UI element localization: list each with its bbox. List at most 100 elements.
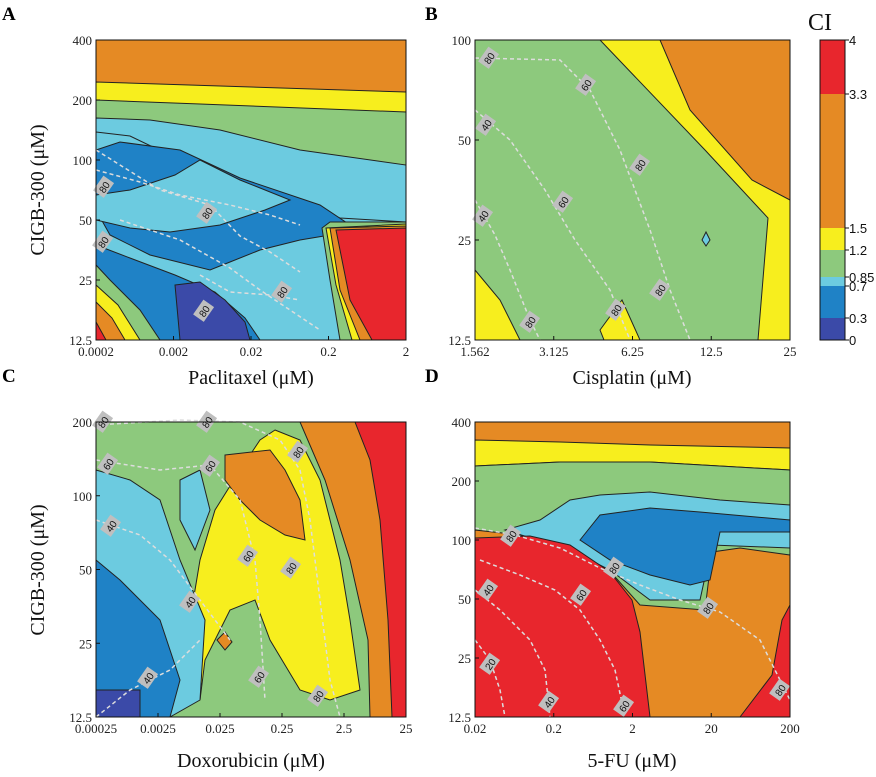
isobologram-label-bg bbox=[697, 596, 719, 619]
isobologram-line bbox=[95, 149, 301, 273]
colorbar-ticks: 4 3.3 1.5 1.2 0.850.7 0.3 0 bbox=[845, 33, 874, 348]
isobologram-label: 80 bbox=[769, 678, 791, 701]
colorbar-segment bbox=[820, 286, 845, 318]
panel-a-isobologram-lines bbox=[95, 149, 321, 331]
isobologram-label-bg bbox=[500, 524, 522, 547]
isobologram-label: 40 bbox=[472, 204, 494, 227]
panel-b-x-axis-label: Cisplatin (μM) bbox=[572, 367, 691, 389]
panel-c-x-axis-label: Doxorubicin (μM) bbox=[177, 750, 325, 772]
isobologram-label-bg bbox=[92, 230, 114, 253]
ci-region bbox=[189, 429, 361, 701]
y-tick-label: 400 bbox=[73, 33, 93, 48]
isobologram-label-bg bbox=[287, 440, 309, 463]
isobologram-label-bg bbox=[271, 280, 293, 303]
y-tick-label: 25 bbox=[79, 636, 92, 651]
isobologram-label: 40 bbox=[137, 666, 159, 689]
x-tick-label: 3.125 bbox=[539, 344, 568, 359]
y-tick-label: 25 bbox=[458, 651, 471, 666]
isobologram-label: 40 bbox=[477, 578, 499, 601]
panel-letter-c: C bbox=[2, 366, 16, 387]
ci-region bbox=[701, 230, 711, 247]
isobologram-label-bg bbox=[575, 73, 597, 96]
x-tick-label: 0.2 bbox=[320, 344, 336, 359]
isobologram-label: 60 bbox=[552, 190, 574, 213]
isobologram-label: 80 bbox=[603, 556, 625, 579]
y-tick-label: 12.5 bbox=[69, 333, 92, 348]
isobologram-line bbox=[199, 274, 301, 301]
panel-b-contours bbox=[474, 39, 791, 341]
isobologram-line bbox=[474, 589, 551, 718]
isobologram-label: 60 bbox=[237, 544, 259, 567]
y-tick-label: 50 bbox=[79, 213, 92, 228]
x-tick-label: 2 bbox=[403, 344, 410, 359]
colorbar-segment bbox=[820, 40, 845, 94]
isobologram-label: 80 bbox=[629, 153, 651, 176]
y-tick-label: 100 bbox=[73, 489, 93, 504]
isobologram-label: 60 bbox=[97, 452, 119, 475]
y-tick-label: 100 bbox=[452, 533, 472, 548]
x-tick-label: 0.002 bbox=[159, 344, 188, 359]
isobologram-label-bg bbox=[193, 299, 215, 322]
isobologram-label-bg bbox=[603, 556, 625, 579]
x-tick-label: 1.562 bbox=[460, 344, 489, 359]
y-tick-label: 12.5 bbox=[448, 333, 471, 348]
isobologram-label: 60 bbox=[199, 454, 221, 477]
panel-b-axes: 1.562 3.125 6.25 12.5 25 100 50 25 12.5 bbox=[448, 33, 796, 359]
isobologram-line bbox=[474, 109, 631, 341]
isobologram-label: 80 bbox=[697, 596, 719, 619]
y-tick-label: 25 bbox=[458, 233, 471, 248]
isobologram-line bbox=[95, 459, 266, 701]
x-tick-label: 0.0025 bbox=[140, 721, 176, 736]
panel-c-axes: 0.00025 0.0025 0.025 0.25 2.5 25 200 100 50 25 12.… bbox=[69, 415, 412, 736]
panel-d-isobologram-labels: 80 80 80 60 40 20 40 60 80 bbox=[477, 524, 791, 717]
isobologram-label: 80 bbox=[193, 299, 215, 322]
ci-region bbox=[579, 507, 791, 586]
x-tick-label: 0.2 bbox=[546, 721, 562, 736]
isobologram-label: 80 bbox=[287, 440, 309, 463]
y-tick-label: 12.5 bbox=[69, 710, 92, 725]
panel-letter-b: B bbox=[425, 4, 438, 25]
panel-c-y-axis-label: CIGB-300 (μM) bbox=[27, 504, 49, 635]
isobologram-label-bg bbox=[280, 556, 302, 579]
y-tick-label: 50 bbox=[458, 133, 471, 148]
isobologram-label-bg bbox=[477, 578, 499, 601]
isobologram-label-bg bbox=[472, 204, 494, 227]
isobologram-label: 60 bbox=[613, 694, 635, 717]
isobologram-line bbox=[474, 639, 506, 718]
ci-region bbox=[95, 689, 141, 718]
panel-letter-a: A bbox=[2, 4, 16, 25]
colorbar-tick-label: 1.2 bbox=[849, 243, 867, 258]
isobologram-label-bg bbox=[199, 454, 221, 477]
panel-a-y-axis-label: CIGB-300 (μM) bbox=[27, 124, 49, 255]
ci-region bbox=[179, 469, 211, 552]
isobologram-label-bg bbox=[605, 298, 627, 321]
panel-d-isobologram-lines bbox=[474, 527, 791, 718]
y-tick-label: 50 bbox=[458, 592, 471, 607]
panel-b: B 80 60 40 80 60 40 80 80 80 1.562 3.125 6.25 12.5 2… bbox=[425, 4, 797, 389]
isobologram-label-bg bbox=[479, 652, 501, 675]
isobologram-line bbox=[119, 219, 321, 331]
x-tick-label: 2 bbox=[629, 721, 636, 736]
isobologram-label-bg bbox=[629, 153, 651, 176]
isobologram-label: 80 bbox=[649, 278, 671, 301]
isobologram-label: 80 bbox=[500, 524, 522, 547]
isobologram-label: 60 bbox=[248, 665, 270, 688]
colorbar-segment bbox=[820, 228, 845, 250]
isobologram-label-bg bbox=[307, 684, 329, 707]
isobologram-label-bg bbox=[538, 690, 560, 713]
x-tick-label: 0.02 bbox=[240, 344, 263, 359]
colorbar-tick-label: 0 bbox=[849, 333, 856, 348]
isobologram-label: 80 bbox=[196, 201, 218, 224]
colorbar-title: CI bbox=[808, 10, 832, 36]
isobologram-label-bg bbox=[649, 278, 671, 301]
y-tick-label: 400 bbox=[452, 415, 472, 430]
panel-b-isobologram-labels: 80 60 40 80 60 40 80 80 80 bbox=[472, 46, 671, 333]
isobologram-label: 60 bbox=[575, 73, 597, 96]
colorbar-tick-label: 3.3 bbox=[849, 87, 867, 102]
isobologram-label: 80 bbox=[307, 684, 329, 707]
x-tick-label: 6.25 bbox=[621, 344, 644, 359]
isobologram-label: 40 bbox=[179, 590, 201, 613]
